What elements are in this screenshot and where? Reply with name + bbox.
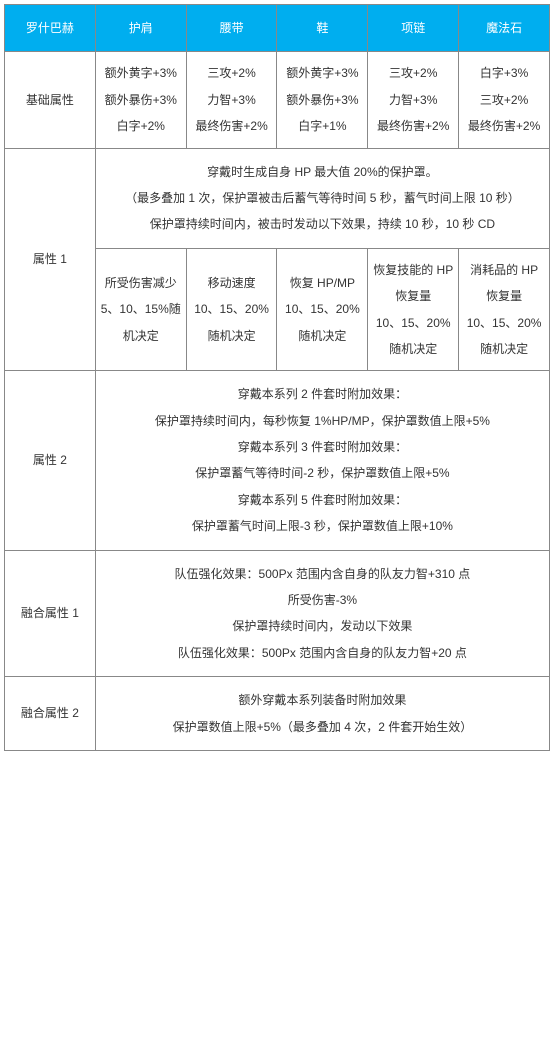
label-fusion2: 融合属性 2 [5, 677, 96, 751]
label-fusion1: 融合属性 1 [5, 550, 96, 677]
row-fusion2: 融合属性 2 额外穿戴本系列装备时附加效果保护罩数值上限+5%（最多叠加 4 次… [5, 677, 550, 751]
header-row: 罗什巴赫 护肩 腰带 鞋 项链 魔法石 [5, 5, 550, 52]
col-shoes: 鞋 [277, 5, 368, 52]
col-set: 罗什巴赫 [5, 5, 96, 52]
row-fusion1: 融合属性 1 队伍强化效果：500Px 范围内含自身的队友力智+310 点所受伤… [5, 550, 550, 677]
attr1-shoulder: 所受伤害减少5、10、15%随机决定 [95, 248, 186, 371]
col-belt: 腰带 [186, 5, 277, 52]
base-stone: 白字+3%三攻+2%最终伤害+2% [459, 52, 550, 148]
label-attr2: 属性 2 [5, 371, 96, 550]
fusion2-content: 额外穿戴本系列装备时附加效果保护罩数值上限+5%（最多叠加 4 次，2 件套开始… [95, 677, 549, 751]
fusion1-content: 队伍强化效果：500Px 范围内含自身的队友力智+310 点所受伤害-3%保护罩… [95, 550, 549, 677]
label-base: 基础属性 [5, 52, 96, 148]
row-base: 基础属性 额外黄字+3%额外暴伤+3%白字+2% 三攻+2%力智+3%最终伤害+… [5, 52, 550, 148]
col-shoulder: 护肩 [95, 5, 186, 52]
attr2-content: 穿戴本系列 2 件套时附加效果：保护罩持续时间内，每秒恢复 1%HP/MP，保护… [95, 371, 549, 550]
attr1-belt: 移动速度10、15、20%随机决定 [186, 248, 277, 371]
label-attr1: 属性 1 [5, 148, 96, 371]
attr1-shoes: 恢复 HP/MP10、15、20%随机决定 [277, 248, 368, 371]
attr1-necklace: 恢复技能的 HP 恢复量10、15、20%随机决定 [368, 248, 459, 371]
base-shoulder: 额外黄字+3%额外暴伤+3%白字+2% [95, 52, 186, 148]
row-attr2: 属性 2 穿戴本系列 2 件套时附加效果：保护罩持续时间内，每秒恢复 1%HP/… [5, 371, 550, 550]
row-attr1-top: 属性 1 穿戴时生成自身 HP 最大值 20%的保护罩。（最多叠加 1 次，保护… [5, 148, 550, 248]
equipment-table: 罗什巴赫 护肩 腰带 鞋 项链 魔法石 基础属性 额外黄字+3%额外暴伤+3%白… [4, 4, 550, 751]
base-necklace: 三攻+2%力智+3%最终伤害+2% [368, 52, 459, 148]
col-necklace: 项链 [368, 5, 459, 52]
attr1-stone: 消耗品的 HP 恢复量10、15、20%随机决定 [459, 248, 550, 371]
attr1-desc: 穿戴时生成自身 HP 最大值 20%的保护罩。（最多叠加 1 次，保护罩被击后蓄… [95, 148, 549, 248]
col-stone: 魔法石 [459, 5, 550, 52]
base-belt: 三攻+2%力智+3%最终伤害+2% [186, 52, 277, 148]
base-shoes: 额外黄字+3%额外暴伤+3%白字+1% [277, 52, 368, 148]
